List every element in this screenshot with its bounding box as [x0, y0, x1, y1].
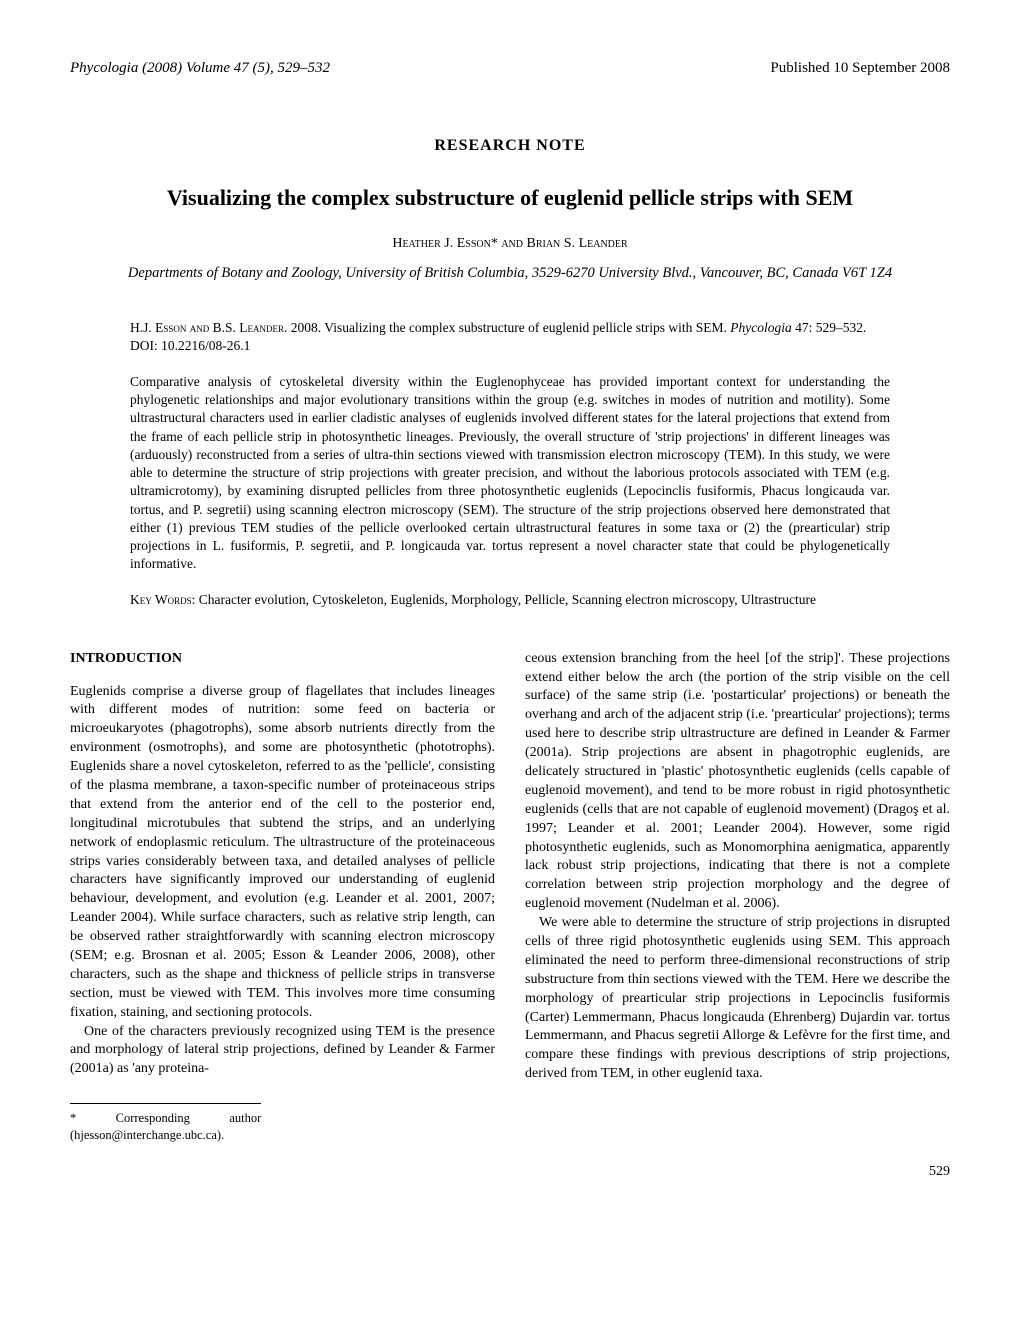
citation-authors: H.J. Esson and B.S. Leander [130, 320, 284, 335]
journal-year: (2008) [142, 60, 182, 76]
page-number: 529 [70, 1164, 950, 1180]
column-right: ceous extension branching from the heel … [525, 650, 950, 1144]
authors: Heather J. Esson* and Brian S. Leander [70, 236, 950, 252]
running-header: Phycologia (2008) Volume 47 (5), 529–532… [70, 60, 950, 77]
journal-name: Phycologia [70, 60, 138, 76]
intro-p4: We were able to determine the structure … [525, 914, 950, 1084]
intro-heading: INTRODUCTION [70, 650, 495, 669]
keywords-text: : Character evolution, Cytoskeleton, Eug… [192, 592, 816, 607]
citation-rest: . 2008. Visualizing the complex substruc… [284, 320, 730, 335]
body-columns: INTRODUCTION Euglenids comprise a divers… [70, 650, 950, 1144]
section-label: RESEARCH NOTE [70, 137, 950, 155]
citation-block: H.J. Esson and B.S. Leander. 2008. Visua… [130, 319, 890, 355]
affiliation: Departments of Botany and Zoology, Unive… [120, 264, 900, 284]
citation-journal: Phycologia [730, 320, 791, 335]
keywords-label: Key Words [130, 592, 192, 607]
intro-p2: One of the characters previously recogni… [70, 1023, 495, 1080]
column-left: INTRODUCTION Euglenids comprise a divers… [70, 650, 495, 1144]
article-title: Visualizing the complex substructure of … [70, 185, 950, 211]
keywords-block: Key Words: Character evolution, Cytoskel… [130, 591, 890, 609]
corresponding-author-footnote: * Corresponding author (hjesson@intercha… [70, 1103, 261, 1144]
journal-volume: Volume 47 (5), 529–532 [186, 60, 330, 76]
abstract: Comparative analysis of cytoskeletal div… [130, 373, 890, 573]
intro-p1: Euglenids comprise a diverse group of fl… [70, 683, 495, 1023]
intro-p3: ceous extension branching from the heel … [525, 650, 950, 914]
published-date: Published 10 September 2008 [770, 60, 950, 77]
journal-header-left: Phycologia (2008) Volume 47 (5), 529–532 [70, 60, 330, 77]
